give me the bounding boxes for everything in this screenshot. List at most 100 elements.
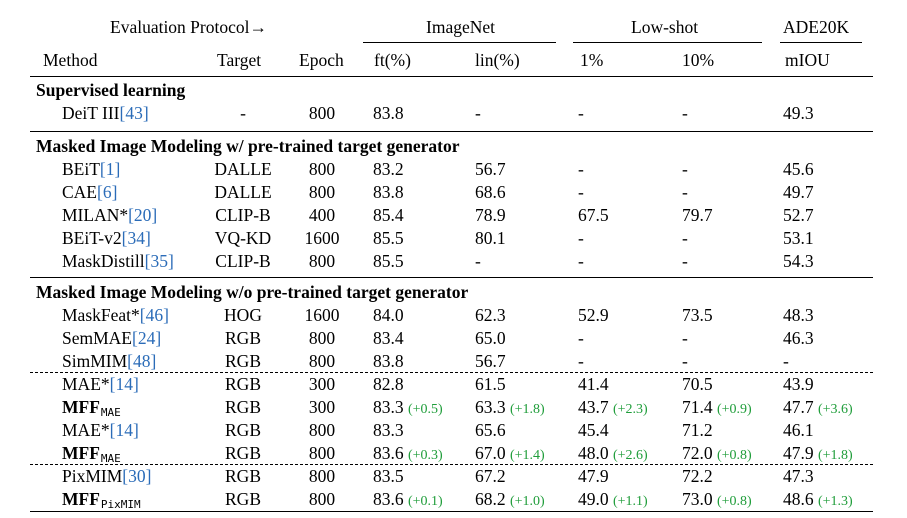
ft-value: 83.5 bbox=[373, 466, 404, 486]
target-cell: RGB bbox=[225, 420, 261, 440]
epoch-cell: 300 bbox=[308, 397, 336, 417]
ls1-cell: 45.4 bbox=[578, 420, 609, 440]
epoch-cell: 800 bbox=[308, 159, 336, 179]
miou-value: 47.3 bbox=[783, 466, 814, 486]
lin-value: 67.0 bbox=[475, 443, 506, 463]
lin-value: 63.3 bbox=[475, 397, 506, 417]
col-epoch: Epoch bbox=[299, 50, 344, 70]
method-name: DeiT III bbox=[62, 103, 120, 123]
ls1-delta: (+2.3) bbox=[613, 402, 648, 417]
lin-cell: 80.1 bbox=[475, 228, 506, 248]
ls10-value: 71.4 bbox=[682, 397, 713, 417]
citation-ref: [46] bbox=[139, 305, 169, 325]
epoch-cell: 800 bbox=[308, 443, 336, 463]
ft-delta: (+0.3) bbox=[408, 448, 443, 463]
miou-value: 43.9 bbox=[783, 374, 814, 394]
miou-value: 52.7 bbox=[783, 205, 814, 225]
ls1-value: - bbox=[578, 159, 584, 179]
lin-cell: 61.5 bbox=[475, 374, 506, 394]
ls1-delta: (+1.1) bbox=[613, 494, 648, 509]
ls10-value: - bbox=[682, 228, 688, 248]
ls1-cell: - bbox=[578, 103, 584, 123]
miou-cell: 43.9 bbox=[783, 374, 814, 394]
method-name: BEiT-v2 bbox=[62, 228, 122, 248]
epoch-cell: 1600 bbox=[304, 228, 340, 248]
lin-cell: 63.3 (+1.8) bbox=[475, 397, 545, 420]
ls10-cell: 79.7 bbox=[682, 205, 713, 225]
method-cell: CAE[6] bbox=[62, 182, 117, 202]
citation-ref: [30] bbox=[122, 466, 152, 486]
ls10-cell: - bbox=[682, 228, 688, 248]
target-cell: HOG bbox=[224, 305, 262, 325]
table-bottom-rule bbox=[30, 511, 873, 512]
method-cell: MaskDistill[35] bbox=[62, 251, 174, 271]
miou-value: 49.3 bbox=[783, 103, 814, 123]
section-title: Masked Image Modeling w/o pre-trained ta… bbox=[36, 282, 469, 302]
miou-cell: - bbox=[783, 351, 789, 371]
citation-ref: [35] bbox=[144, 251, 174, 271]
miou-value: 47.7 bbox=[783, 397, 814, 417]
ls10-value: - bbox=[682, 351, 688, 371]
lin-cell: 56.7 bbox=[475, 351, 506, 371]
miou-value: 48.6 bbox=[783, 489, 814, 509]
miou-cell: 46.3 bbox=[783, 328, 814, 348]
ls10-value: - bbox=[682, 328, 688, 348]
target-cell: RGB bbox=[225, 466, 261, 486]
method-cell: SimMIM[48] bbox=[62, 351, 156, 371]
miou-cell: 54.3 bbox=[783, 251, 814, 271]
ls1-cell: 67.5 bbox=[578, 205, 609, 225]
ft-value: 83.2 bbox=[373, 159, 404, 179]
col-lowshot-1: 1% bbox=[580, 50, 604, 70]
ls1-cell: 52.9 bbox=[578, 305, 609, 325]
ft-cell: 83.6 (+0.3) bbox=[373, 443, 443, 466]
citation-ref: [34] bbox=[121, 228, 151, 248]
ls10-cell: 73.0 (+0.8) bbox=[682, 489, 752, 512]
method-cell: BEiT-v2[34] bbox=[62, 228, 151, 248]
citation-ref: [14] bbox=[109, 420, 139, 440]
method-cell: MAE*[14] bbox=[62, 374, 139, 394]
row-separator-dashed bbox=[30, 464, 873, 465]
ft-cell: 83.3 (+0.5) bbox=[373, 397, 443, 420]
section-title: Masked Image Modeling w/ pre-trained tar… bbox=[36, 136, 460, 156]
imagenet-underline bbox=[363, 42, 556, 43]
ls10-delta: (+0.8) bbox=[717, 494, 752, 509]
ls10-delta: (+0.9) bbox=[717, 402, 752, 417]
ls1-cell: 49.0 (+1.1) bbox=[578, 489, 648, 512]
target-cell: RGB bbox=[225, 489, 261, 509]
method-name: CAE bbox=[62, 182, 97, 202]
lin-delta: (+1.0) bbox=[510, 494, 545, 509]
ls10-cell: 72.2 bbox=[682, 466, 713, 486]
col-lowshot-10: 10% bbox=[682, 50, 715, 70]
lin-value: 80.1 bbox=[475, 228, 506, 248]
ls1-cell: - bbox=[578, 251, 584, 271]
method-cell: MFFMAE bbox=[62, 397, 121, 420]
ft-value: 83.3 bbox=[373, 420, 404, 440]
ls1-value: - bbox=[578, 328, 584, 348]
lin-value: 61.5 bbox=[475, 374, 506, 394]
method-cell: DeiT III[43] bbox=[62, 103, 149, 123]
lin-value: 56.7 bbox=[475, 159, 506, 179]
ls1-cell: 43.7 (+2.3) bbox=[578, 397, 648, 420]
target-cell: RGB bbox=[225, 328, 261, 348]
ft-cell: 84.0 bbox=[373, 305, 404, 325]
ls10-value: 71.2 bbox=[682, 420, 713, 440]
ft-value: 85.4 bbox=[373, 205, 404, 225]
method-cell: MaskFeat*[46] bbox=[62, 305, 169, 325]
ls10-value: - bbox=[682, 159, 688, 179]
lin-cell: 78.9 bbox=[475, 205, 506, 225]
ls10-value: - bbox=[682, 251, 688, 271]
ls1-value: 41.4 bbox=[578, 374, 609, 394]
method-cell: PixMIM[30] bbox=[62, 466, 151, 486]
epoch-cell: 800 bbox=[308, 466, 336, 486]
ls1-value: - bbox=[578, 251, 584, 271]
ls10-value: 72.2 bbox=[682, 466, 713, 486]
ls1-value: 52.9 bbox=[578, 305, 609, 325]
citation-ref: [6] bbox=[97, 182, 118, 202]
miou-cell: 49.3 bbox=[783, 103, 814, 123]
target-cell: DALLE bbox=[214, 159, 272, 179]
method-name: MFF bbox=[62, 443, 100, 463]
ls1-value: 43.7 bbox=[578, 397, 609, 417]
lin-value: 62.3 bbox=[475, 305, 506, 325]
method-subscript: PixMIM bbox=[100, 498, 141, 511]
ls1-cell: - bbox=[578, 228, 584, 248]
